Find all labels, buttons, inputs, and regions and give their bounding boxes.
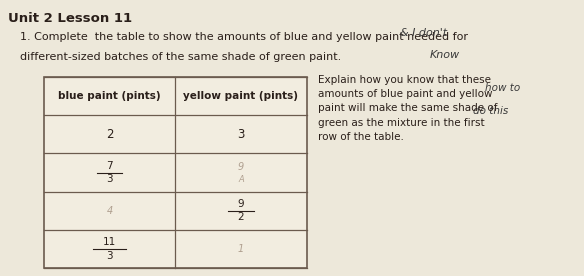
Text: 1. Complete  the table to show the amounts of blue and yellow paint needed for: 1. Complete the table to show the amount… <box>20 32 468 42</box>
Text: 4: 4 <box>106 206 113 216</box>
Text: Explain how you know that these
amounts of blue paint and yellow
paint will make: Explain how you know that these amounts … <box>318 75 498 142</box>
Text: & I don't: & I don't <box>400 28 447 38</box>
Text: 9: 9 <box>238 162 244 172</box>
Text: blue paint (pints): blue paint (pints) <box>58 91 161 101</box>
Text: 11: 11 <box>103 237 116 247</box>
Text: 9: 9 <box>238 199 244 209</box>
Text: 3: 3 <box>237 128 245 141</box>
Text: Know: Know <box>429 50 460 60</box>
Text: yellow paint (pints): yellow paint (pints) <box>183 91 298 101</box>
Text: 3: 3 <box>106 251 113 261</box>
Text: Unit 2 Lesson 11: Unit 2 Lesson 11 <box>8 12 132 25</box>
Text: do this: do this <box>473 106 508 116</box>
Text: 3: 3 <box>106 174 113 184</box>
Text: A: A <box>238 175 244 184</box>
Text: how to: how to <box>485 83 520 93</box>
Text: 7: 7 <box>106 161 113 171</box>
Text: 2: 2 <box>238 213 244 222</box>
Text: 2: 2 <box>106 128 113 141</box>
Text: different-sized batches of the same shade of green paint.: different-sized batches of the same shad… <box>20 52 342 62</box>
Bar <box>44 77 307 268</box>
Text: 1: 1 <box>238 244 244 254</box>
